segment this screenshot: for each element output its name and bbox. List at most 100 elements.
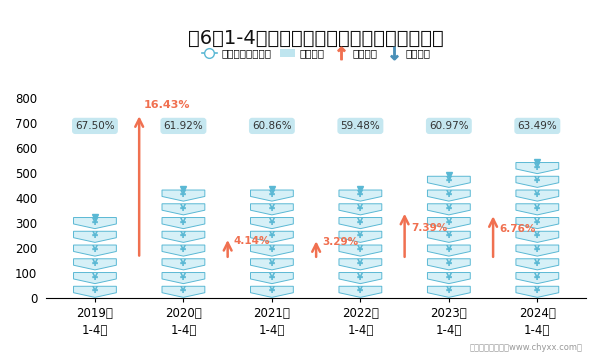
PathPatch shape bbox=[339, 273, 382, 284]
PathPatch shape bbox=[516, 204, 559, 215]
PathPatch shape bbox=[516, 218, 559, 229]
PathPatch shape bbox=[162, 204, 205, 215]
PathPatch shape bbox=[162, 286, 205, 297]
PathPatch shape bbox=[162, 245, 205, 256]
Text: 制图：智研咨询（www.chyxx.com）: 制图：智研咨询（www.chyxx.com） bbox=[470, 344, 583, 352]
PathPatch shape bbox=[73, 259, 117, 270]
Text: ¥: ¥ bbox=[180, 273, 186, 282]
Text: 60.86%: 60.86% bbox=[252, 121, 291, 131]
Text: ¥: ¥ bbox=[358, 287, 364, 295]
Text: ¥: ¥ bbox=[446, 259, 452, 268]
PathPatch shape bbox=[73, 286, 117, 297]
Text: ¥: ¥ bbox=[446, 287, 452, 295]
Text: ¥: ¥ bbox=[180, 218, 186, 227]
PathPatch shape bbox=[516, 286, 559, 297]
PathPatch shape bbox=[339, 218, 382, 229]
PathPatch shape bbox=[73, 231, 117, 242]
Text: ¥: ¥ bbox=[92, 218, 98, 227]
Text: ¥: ¥ bbox=[269, 259, 275, 268]
PathPatch shape bbox=[427, 259, 470, 270]
Text: ¥: ¥ bbox=[180, 231, 186, 240]
PathPatch shape bbox=[162, 273, 205, 284]
Text: ¥: ¥ bbox=[534, 259, 540, 268]
PathPatch shape bbox=[339, 259, 382, 270]
Text: 4.14%: 4.14% bbox=[234, 236, 270, 246]
Text: 3.29%: 3.29% bbox=[322, 236, 358, 247]
Text: ¥: ¥ bbox=[269, 273, 275, 282]
PathPatch shape bbox=[339, 245, 382, 256]
Text: ¥: ¥ bbox=[180, 259, 186, 268]
PathPatch shape bbox=[427, 231, 470, 242]
Text: ¥: ¥ bbox=[92, 273, 98, 282]
Text: ¥: ¥ bbox=[180, 245, 186, 254]
PathPatch shape bbox=[73, 273, 117, 284]
Text: ¥: ¥ bbox=[269, 218, 275, 227]
PathPatch shape bbox=[251, 245, 293, 256]
Text: ¥: ¥ bbox=[534, 287, 540, 295]
Text: ¥: ¥ bbox=[358, 204, 364, 213]
Text: ¥: ¥ bbox=[92, 287, 98, 295]
Text: ¥: ¥ bbox=[534, 245, 540, 254]
Text: 60.97%: 60.97% bbox=[429, 121, 469, 131]
Text: ¥: ¥ bbox=[358, 245, 364, 254]
PathPatch shape bbox=[73, 245, 117, 256]
Text: ¥: ¥ bbox=[358, 190, 364, 199]
Text: ¥: ¥ bbox=[534, 231, 540, 240]
PathPatch shape bbox=[339, 204, 382, 215]
Text: ¥: ¥ bbox=[446, 231, 452, 240]
Text: ¥: ¥ bbox=[534, 273, 540, 282]
Text: 61.92%: 61.92% bbox=[163, 121, 203, 131]
Text: ¥: ¥ bbox=[269, 287, 275, 295]
PathPatch shape bbox=[251, 259, 293, 270]
Text: ¥: ¥ bbox=[269, 231, 275, 240]
Text: ¥: ¥ bbox=[92, 231, 98, 240]
Legend: 累计保费（亿元）, 寿险占比, 同比增加, 同比减少: 累计保费（亿元）, 寿险占比, 同比增加, 同比减少 bbox=[197, 44, 435, 63]
Text: ¥: ¥ bbox=[358, 218, 364, 227]
Text: 59.48%: 59.48% bbox=[341, 121, 380, 131]
PathPatch shape bbox=[516, 190, 559, 201]
Text: 63.49%: 63.49% bbox=[517, 121, 557, 131]
Text: ¥: ¥ bbox=[180, 287, 186, 295]
Title: 近6年1-4月重庆市累计原保险保费收入统计图: 近6年1-4月重庆市累计原保险保费收入统计图 bbox=[188, 29, 444, 48]
Text: ¥: ¥ bbox=[180, 204, 186, 213]
Text: ¥: ¥ bbox=[358, 231, 364, 240]
PathPatch shape bbox=[162, 190, 205, 201]
PathPatch shape bbox=[162, 231, 205, 242]
PathPatch shape bbox=[516, 163, 559, 174]
Text: ¥: ¥ bbox=[446, 245, 452, 254]
PathPatch shape bbox=[251, 204, 293, 215]
PathPatch shape bbox=[427, 286, 470, 297]
PathPatch shape bbox=[162, 259, 205, 270]
Text: ¥: ¥ bbox=[269, 245, 275, 254]
PathPatch shape bbox=[251, 273, 293, 284]
Text: ¥: ¥ bbox=[446, 218, 452, 227]
Text: ¥: ¥ bbox=[446, 177, 452, 185]
Text: ¥: ¥ bbox=[534, 218, 540, 227]
PathPatch shape bbox=[516, 231, 559, 242]
PathPatch shape bbox=[339, 286, 382, 297]
PathPatch shape bbox=[339, 190, 382, 201]
Text: ¥: ¥ bbox=[269, 190, 275, 199]
Text: ¥: ¥ bbox=[446, 273, 452, 282]
PathPatch shape bbox=[162, 218, 205, 229]
Text: ¥: ¥ bbox=[92, 245, 98, 254]
PathPatch shape bbox=[251, 286, 293, 297]
PathPatch shape bbox=[427, 218, 470, 229]
Text: ¥: ¥ bbox=[534, 190, 540, 199]
PathPatch shape bbox=[427, 204, 470, 215]
PathPatch shape bbox=[427, 273, 470, 284]
Text: ¥: ¥ bbox=[446, 204, 452, 213]
PathPatch shape bbox=[73, 218, 117, 229]
PathPatch shape bbox=[251, 231, 293, 242]
Text: 67.50%: 67.50% bbox=[75, 121, 115, 131]
PathPatch shape bbox=[427, 176, 470, 187]
PathPatch shape bbox=[251, 218, 293, 229]
PathPatch shape bbox=[427, 190, 470, 201]
Text: ¥: ¥ bbox=[534, 163, 540, 172]
PathPatch shape bbox=[339, 231, 382, 242]
Text: ¥: ¥ bbox=[358, 259, 364, 268]
Text: 7.39%: 7.39% bbox=[411, 223, 447, 233]
Text: ¥: ¥ bbox=[92, 259, 98, 268]
PathPatch shape bbox=[427, 245, 470, 256]
Text: ¥: ¥ bbox=[534, 177, 540, 185]
